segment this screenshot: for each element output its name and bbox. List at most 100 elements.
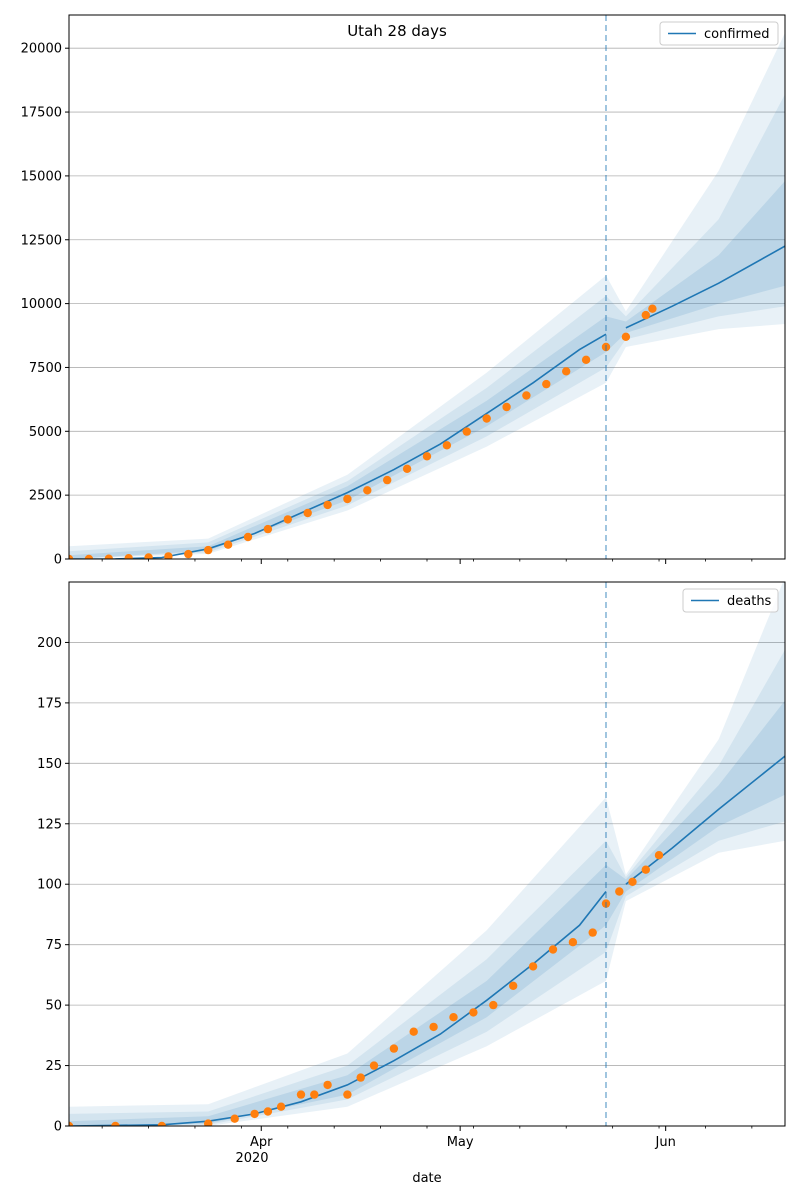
data-point — [429, 1022, 438, 1032]
data-point — [323, 500, 332, 510]
y-tick-label: 75 — [45, 938, 62, 953]
legend-box — [682, 588, 779, 613]
data-point — [250, 1109, 259, 1119]
y-tick-label: 125 — [37, 817, 62, 832]
y-tick-label: 5000 — [29, 425, 62, 440]
data-point — [641, 310, 650, 320]
data-point — [641, 865, 650, 874]
data-point — [469, 1008, 478, 1017]
data-point — [502, 402, 511, 412]
data-point — [462, 427, 471, 436]
data-point — [276, 1102, 286, 1111]
data-point — [389, 1044, 399, 1053]
y-tick-label: 200 — [37, 636, 62, 651]
legend-label: confirmed — [704, 27, 770, 42]
data-point — [104, 554, 113, 559]
data-point — [223, 540, 233, 549]
legend: confirmed — [659, 21, 779, 46]
y-tick-label: 20000 — [21, 42, 62, 57]
y-tick-label: 100 — [37, 878, 62, 893]
data-point — [343, 1090, 352, 1099]
x-tick-label: Jun — [655, 1135, 676, 1150]
data-point — [489, 1000, 498, 1010]
y-tick-label: 10000 — [21, 297, 62, 312]
uncertainty-band-middle — [69, 649, 785, 1126]
data-point — [522, 391, 531, 400]
y-tick-label: 175 — [37, 696, 62, 711]
data-point — [562, 367, 571, 376]
data-point — [157, 1121, 166, 1126]
data-point — [409, 1027, 418, 1036]
data-point — [363, 486, 372, 495]
y-tick-label: 0 — [54, 553, 62, 568]
x-axis-label: date — [412, 1171, 441, 1186]
data-point — [124, 554, 133, 559]
data-point — [588, 928, 597, 937]
data-point — [263, 524, 273, 534]
data-point — [69, 1121, 74, 1126]
data-point — [283, 515, 292, 524]
y-tick-label: 15000 — [21, 169, 62, 184]
data-point — [111, 1121, 120, 1126]
data-point — [422, 452, 432, 461]
data-point — [449, 1013, 458, 1022]
data-point — [528, 962, 538, 971]
legend-label: deaths — [727, 594, 772, 609]
y-tick-label: 12500 — [21, 233, 62, 248]
data-point — [343, 494, 352, 504]
forecast-line — [625, 755, 785, 885]
data-point — [164, 552, 173, 559]
data-point — [648, 304, 657, 313]
data-point — [84, 554, 94, 559]
data-point — [548, 945, 558, 954]
y-tick-label: 25 — [45, 1059, 62, 1074]
data-point — [621, 332, 631, 341]
uncertainty-band-middle — [69, 94, 785, 559]
data-point — [369, 1061, 379, 1070]
data-point — [310, 1090, 319, 1099]
x-year-label: 2020 — [235, 1151, 268, 1166]
data-point — [144, 553, 153, 559]
data-point — [303, 508, 312, 518]
data-point — [204, 545, 213, 555]
chart-title: Utah 28 days — [347, 22, 447, 40]
data-point — [482, 414, 491, 423]
data-point — [581, 355, 591, 364]
data-point — [383, 475, 392, 485]
data-point — [204, 1119, 213, 1126]
data-point — [542, 379, 551, 389]
y-tick-label: 50 — [45, 999, 62, 1014]
data-point — [263, 1107, 273, 1116]
data-point — [568, 938, 578, 947]
fit-line — [69, 891, 607, 1126]
uncertainty-band-outer — [69, 582, 785, 1126]
data-point — [628, 877, 637, 886]
data-point — [442, 441, 452, 450]
confirmed-panel: 0 2500 5000 7500 10000 12500 15000 17500 20000 co… — [21, 14, 786, 568]
data-point — [323, 1080, 332, 1090]
data-point — [509, 981, 518, 990]
data-point — [615, 887, 624, 896]
y-tick-label: 0 — [54, 1120, 62, 1135]
data-point — [296, 1090, 306, 1099]
y-tick-label: 7500 — [29, 361, 62, 376]
plot-area — [69, 582, 785, 1126]
deaths-panel: 0 25 50 75 100 125 150 175 200 Apr May Jun deaths — [37, 581, 786, 1150]
x-tick-label: May — [447, 1135, 474, 1150]
data-point — [243, 532, 253, 542]
data-point — [402, 464, 412, 473]
plot-area — [69, 32, 785, 559]
legend-box — [659, 21, 779, 46]
data-point — [69, 554, 74, 559]
x-tick-label: Apr — [250, 1135, 273, 1150]
data-point — [184, 549, 193, 559]
y-tick-label: 2500 — [29, 489, 62, 504]
y-tick-label: 17500 — [21, 106, 62, 121]
data-point — [230, 1114, 239, 1123]
y-tick-label: 150 — [37, 757, 62, 772]
fit-line — [69, 333, 607, 559]
data-point — [356, 1073, 365, 1082]
data-point — [654, 851, 664, 860]
legend: deaths — [682, 588, 779, 613]
